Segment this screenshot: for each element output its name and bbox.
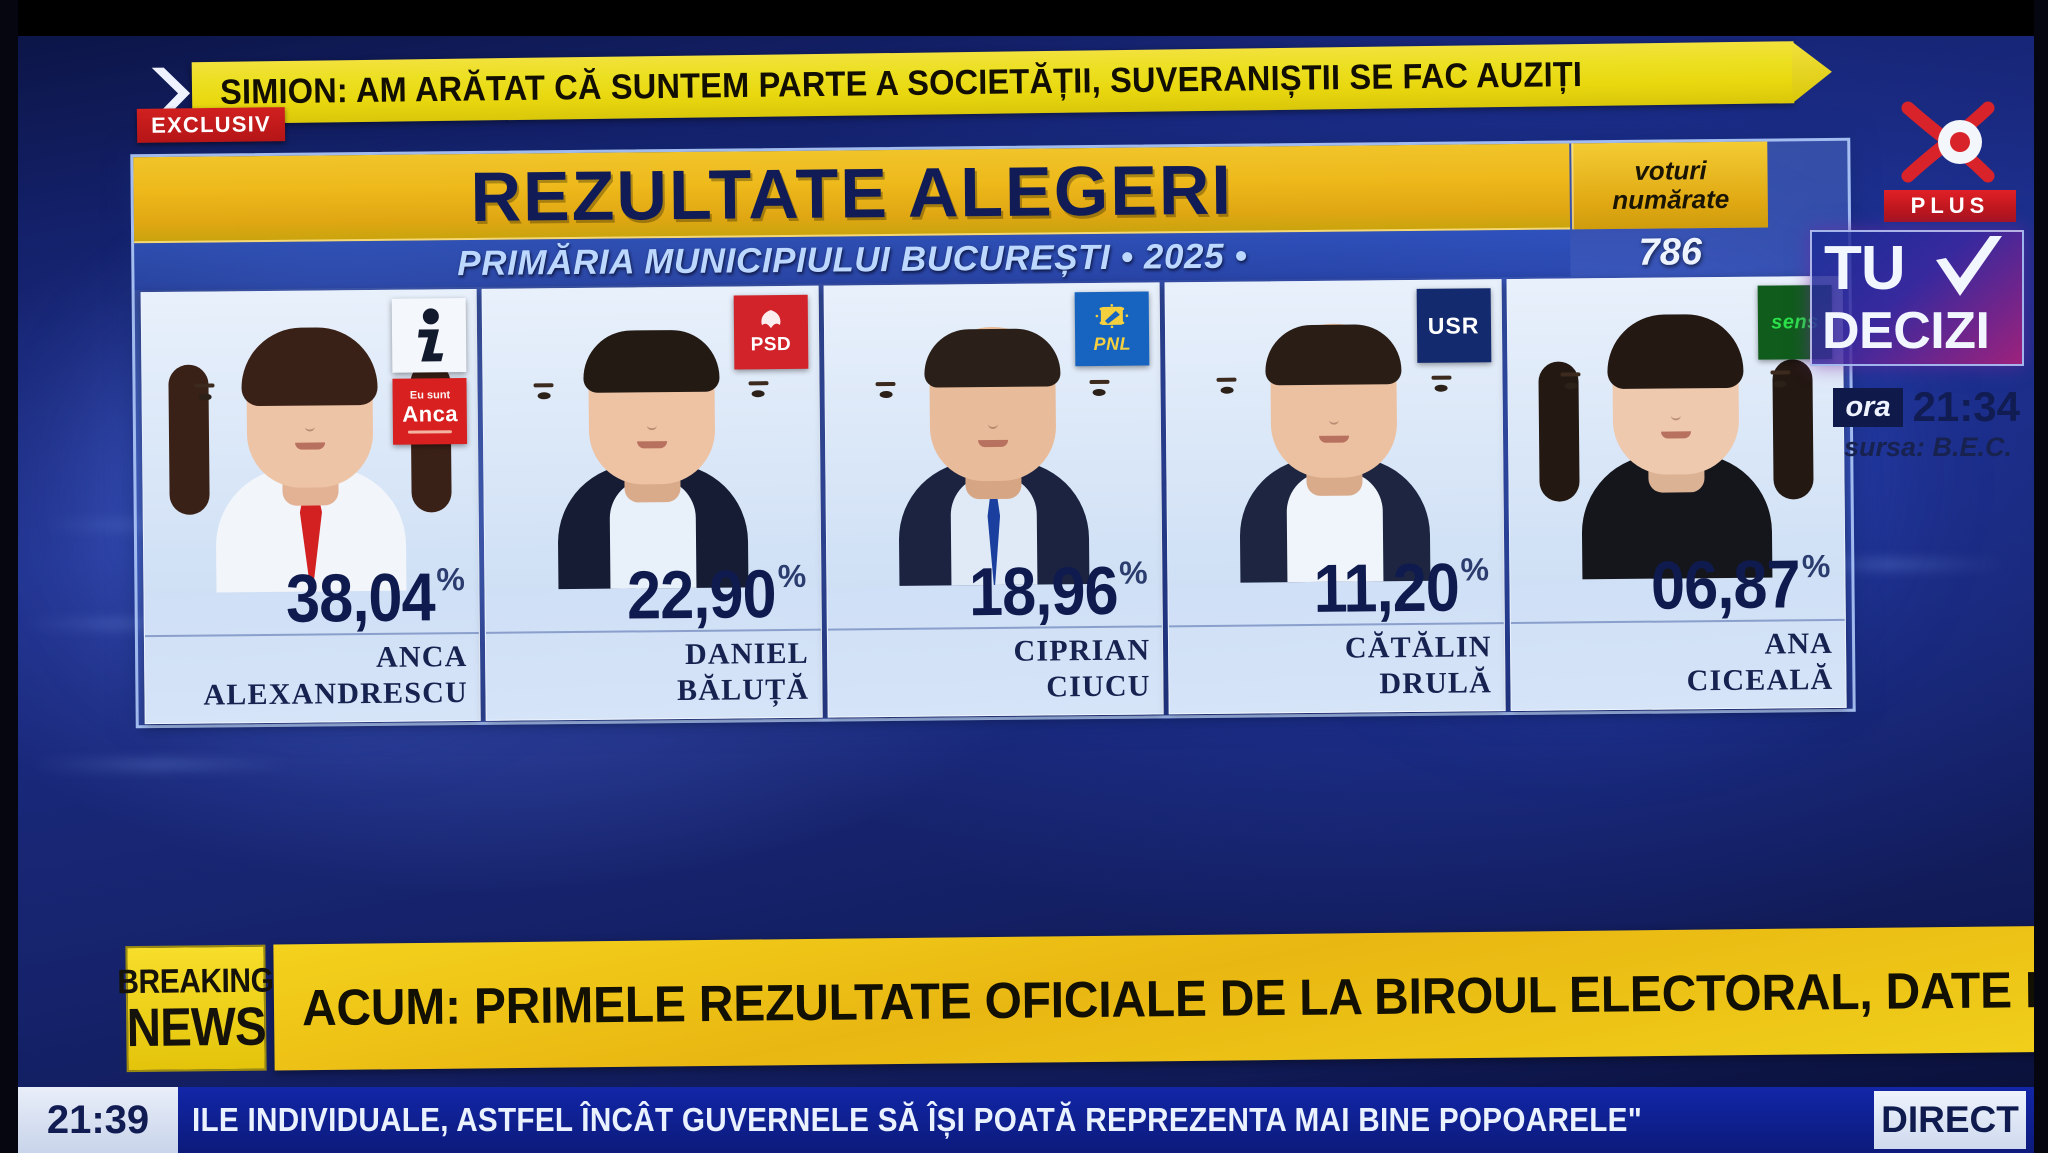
party-label: Anca (402, 401, 459, 427)
candidate-first-name: DANIEL (684, 636, 810, 671)
crawler-text-area: ILE INDIVIDUALE, ASTFEL ÎNCÂT GUVERNELE … (178, 1087, 1874, 1153)
candidate-name-block: CĂTĂLIN DRULĂ (1169, 622, 1505, 710)
psd-rose-icon: PSD (733, 294, 809, 370)
letterbox-top (0, 0, 2048, 36)
party-label: PSD (750, 333, 792, 356)
percent-sign: % (1118, 554, 1148, 591)
candidate-last-name: CICEALĂ (1686, 662, 1834, 698)
breaking-news-text: ACUM: PRIMELE REZULTATE OFICIALE DE LA B… (301, 958, 2048, 1036)
votes-counted-box: voturi numărate (1571, 141, 1769, 230)
exclusiv-badge: EXCLUSIV (136, 107, 286, 143)
candidate-last-name: CIUCU (1046, 669, 1151, 704)
crawler-time: 21:39 (46, 1097, 150, 1142)
ora-badge: ora (1833, 387, 1903, 427)
letterbox-right (2034, 0, 2048, 1153)
candidate-card[interactable]: PNL 18,96 % CIPRIAN CIUCU (823, 282, 1164, 718)
breaking-news-strip: ACUM: PRIMELE REZULTATE OFICIALE DE LA B… (273, 925, 2048, 1071)
candidate-cards-row: Eu sunt Anca 38,04 % ANCA ALEXANDRESCU (137, 275, 1851, 725)
votes-counted-value: 786 (1638, 231, 1703, 274)
candidate-percent-row: 38,04 % (144, 548, 479, 637)
tu-decizi-logo: TU DECIZI (1810, 230, 2024, 366)
votes-label-line2: numărate (1612, 183, 1730, 216)
candidate-name-block: ANCA ALEXANDRESCU (144, 631, 481, 720)
candidate-percent-row: 18,96 % (827, 541, 1162, 631)
candidate-percent: 18,96 (968, 552, 1118, 631)
live-badge-label: DIRECT (1881, 1099, 2019, 1140)
pnl-eu-stars-icon: PNL (1074, 291, 1150, 367)
crawler-text: ILE INDIVIDUALE, ASTFEL ÎNCÂT GUVERNELE … (192, 1101, 1643, 1138)
ora-label: ora (1845, 390, 1891, 423)
candidate-portrait: PSD (483, 286, 821, 590)
candidate-percent: 06,87 (1651, 546, 1801, 624)
headline-text: SIMION: AM ARĂTAT CĂ SUNTEM PARTE A SOCI… (219, 55, 1583, 112)
party-label: USR (1427, 311, 1480, 339)
news-crawler: 21:39 ILE INDIVIDUALE, ASTFEL ÎNCÂT GUVE… (18, 1087, 2034, 1153)
studio-streak-2 (20, 620, 240, 628)
breaking-news-bar: BREAKING NEWS ACUM: PRIMELE REZULTATE OF… (118, 925, 2048, 1078)
candidate-card[interactable]: sens 06,87 % ANA CICEALĂ (1506, 275, 1847, 712)
studio-streak-3 (30, 760, 290, 769)
candidate-name-block: DANIEL BĂLUȚĂ (486, 628, 822, 716)
headline-ribbon: SIMION: AM ARĂTAT CĂ SUNTEM PARTE A SOCI… (148, 41, 1795, 125)
candidate-first-name: ANA (1764, 626, 1834, 661)
live-badge: DIRECT (1874, 1091, 2026, 1149)
percent-sign: % (777, 557, 807, 595)
party-label: PNL (1093, 333, 1132, 354)
results-subtitle: PRIMĂRIA MUNICIPIULUI BUCUREȘTI • 2025 • (457, 236, 1248, 283)
candidate-card[interactable]: USR 11,20 % CĂTĂLIN DRULĂ (1164, 279, 1506, 715)
results-title-bar: REZULTATE ALEGERI (133, 143, 1571, 244)
clock-time: 21:34 (1912, 383, 2020, 430)
party-logo-anca: Eu sunt Anca (392, 378, 468, 445)
source-attribution: sursa: B.E.C. (1843, 432, 2012, 462)
page-title: REZULTATE ALEGERI (470, 150, 1234, 237)
letterbox-left (0, 0, 18, 1153)
candidate-percent: 11,20 (1313, 549, 1460, 627)
candidate-name-block: ANA CICEALĂ (1510, 618, 1846, 707)
candidate-first-name: CIPRIAN (1013, 633, 1151, 668)
candidate-first-name: CĂTĂLIN (1344, 630, 1492, 665)
breaking-label-line2: NEWS (126, 996, 267, 1059)
plus-wordmark: PLUS (1884, 190, 2016, 222)
crawler-time-box: 21:39 (18, 1087, 178, 1153)
percent-sign: % (436, 561, 465, 598)
exclusiv-label: EXCLUSIV (151, 111, 271, 138)
percent-sign: % (1460, 551, 1490, 588)
results-panel: REZULTATE ALEGERI voturi numărate 786 PR… (130, 137, 1856, 729)
votes-label-line1: voturi (1634, 155, 1707, 186)
candidate-percent-row: 22,90 % (485, 545, 820, 634)
usr-wordmark-icon: USR (1416, 288, 1491, 363)
candidate-percent: 22,90 (626, 556, 777, 634)
clock-row: ora 21:34 (1790, 383, 2020, 430)
candidate-last-name: BĂLUȚĂ (676, 672, 810, 708)
candidate-percent-row: 11,20 % (1168, 538, 1503, 627)
candidate-portrait: Eu sunt Anca (141, 289, 479, 594)
channel-name: PLUS (1910, 193, 1990, 218)
candidate-percent: 38,04 (285, 559, 435, 637)
campaign-line1: TU (1824, 234, 1906, 303)
campaign-line2: DECIZI (1822, 302, 1990, 360)
candidate-card[interactable]: PSD 22,90 % DANIEL BĂLUȚĂ (481, 285, 823, 721)
candidate-card[interactable]: Eu sunt Anca 38,04 % ANCA ALEXANDRESCU (140, 288, 482, 725)
studio-streak-4 (1768, 560, 2008, 569)
checkmark-icon (1930, 234, 2008, 308)
candidate-first-name: ANCA (375, 640, 468, 674)
headline-ribbon-tip (1792, 41, 1833, 104)
percent-sign: % (1801, 547, 1831, 585)
antena-atom-icon (1888, 90, 2010, 202)
candidate-portrait: PNL (824, 283, 1162, 587)
candidate-last-name: DRULĂ (1379, 666, 1493, 701)
candidate-percent-row: 06,87 % (1510, 535, 1845, 624)
breaking-news-badge: BREAKING NEWS (118, 944, 274, 1073)
candidate-name-block: CIPRIAN CIUCU (827, 625, 1163, 713)
independent-i-icon (392, 298, 467, 373)
breaking-label-line1: BREAKING (117, 961, 274, 1002)
candidate-last-name: ALEXANDRESCU (203, 676, 469, 712)
